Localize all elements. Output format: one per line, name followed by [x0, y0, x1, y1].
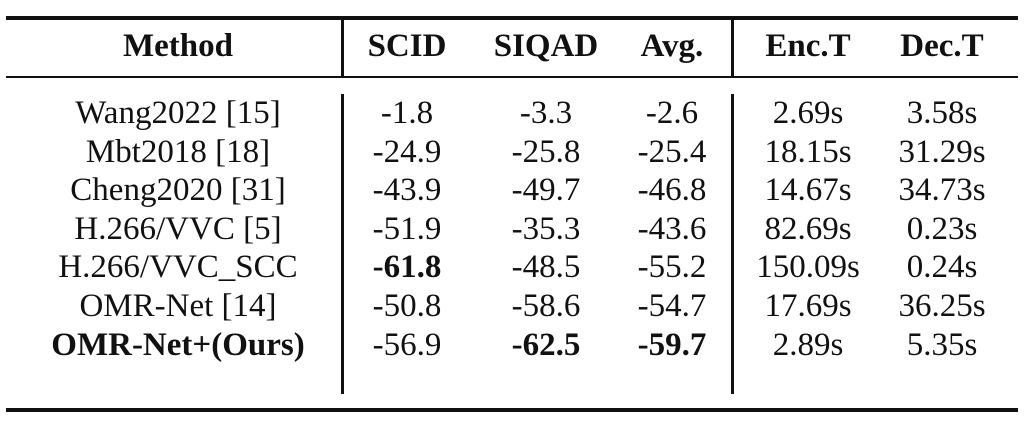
column-divider [731, 20, 734, 76]
cell-avg: -25.4 [637, 133, 707, 170]
cell-avg: -59.7 [637, 326, 707, 363]
cell-scid: -51.9 [372, 210, 442, 247]
cell-enc: 150.09s [756, 249, 860, 286]
cell-enc: 2.69s [772, 95, 844, 131]
cell-method: Cheng2020 [31] [70, 172, 286, 209]
cell-avg: -2.6 [645, 95, 699, 131]
cell-enc: 18.15s [764, 133, 852, 170]
cell-method: OMR-Net+(Ours) [51, 326, 305, 363]
cell-dec: 36.25s [898, 288, 986, 324]
cell-enc: 14.67s [764, 172, 852, 209]
cell-method: Mbt2018 [18] [85, 133, 271, 170]
bottom-rule [6, 408, 1018, 412]
cell-scid: -61.8 [372, 249, 442, 286]
top-rule [6, 16, 1018, 20]
header-enc: Enc.T [765, 28, 851, 64]
cell-scid: -50.8 [372, 288, 442, 324]
cell-enc: 17.69s [764, 288, 852, 324]
cell-dec: 0.23s [906, 210, 978, 247]
header-dec: Dec.T [900, 28, 984, 64]
header-avg: Avg. [640, 28, 704, 64]
column-divider [341, 94, 344, 394]
cell-method: OMR-Net [14] [79, 288, 277, 324]
cell-dec: 0.24s [906, 249, 978, 286]
cell-scid: -56.9 [372, 326, 442, 363]
header-method: Method [123, 28, 233, 64]
column-divider [341, 20, 344, 76]
cell-siqad: -48.5 [511, 249, 581, 286]
cell-method: H.266/VVC [5] [74, 210, 282, 247]
cell-siqad: -3.3 [519, 95, 573, 131]
cell-scid: -24.9 [372, 133, 442, 170]
column-divider [731, 94, 734, 394]
header-rule [6, 76, 1018, 78]
cell-avg: -54.7 [637, 288, 707, 324]
header-scid: SCID [367, 28, 447, 64]
cell-dec: 31.29s [898, 133, 986, 170]
cell-dec: 34.73s [898, 172, 986, 209]
cell-siqad: -49.7 [511, 172, 581, 209]
cell-siqad: -35.3 [511, 210, 581, 247]
cell-method: Wang2022 [15] [75, 95, 281, 131]
cell-enc: 2.89s [772, 326, 844, 363]
cell-avg: -46.8 [637, 172, 707, 209]
header-siqad: SIQAD [493, 28, 599, 64]
cell-dec: 3.58s [906, 95, 978, 131]
cell-avg: -55.2 [637, 249, 707, 286]
cell-siqad: -58.6 [511, 288, 581, 324]
cell-enc: 82.69s [764, 210, 852, 247]
cell-dec: 5.35s [906, 326, 978, 363]
cell-siqad: -62.5 [511, 326, 581, 363]
cell-method: H.266/VVC_SCC [58, 249, 298, 286]
cell-siqad: -25.8 [511, 133, 581, 170]
cell-scid: -43.9 [372, 172, 442, 209]
cell-scid: -1.8 [380, 95, 434, 131]
cell-avg: -43.6 [637, 210, 707, 247]
